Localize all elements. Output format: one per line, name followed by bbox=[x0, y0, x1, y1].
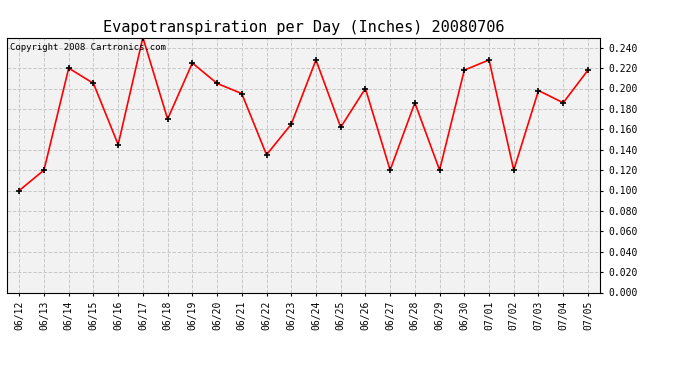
Text: Copyright 2008 Cartronics.com: Copyright 2008 Cartronics.com bbox=[10, 43, 166, 52]
Title: Evapotranspiration per Day (Inches) 20080706: Evapotranspiration per Day (Inches) 2008… bbox=[103, 20, 504, 35]
